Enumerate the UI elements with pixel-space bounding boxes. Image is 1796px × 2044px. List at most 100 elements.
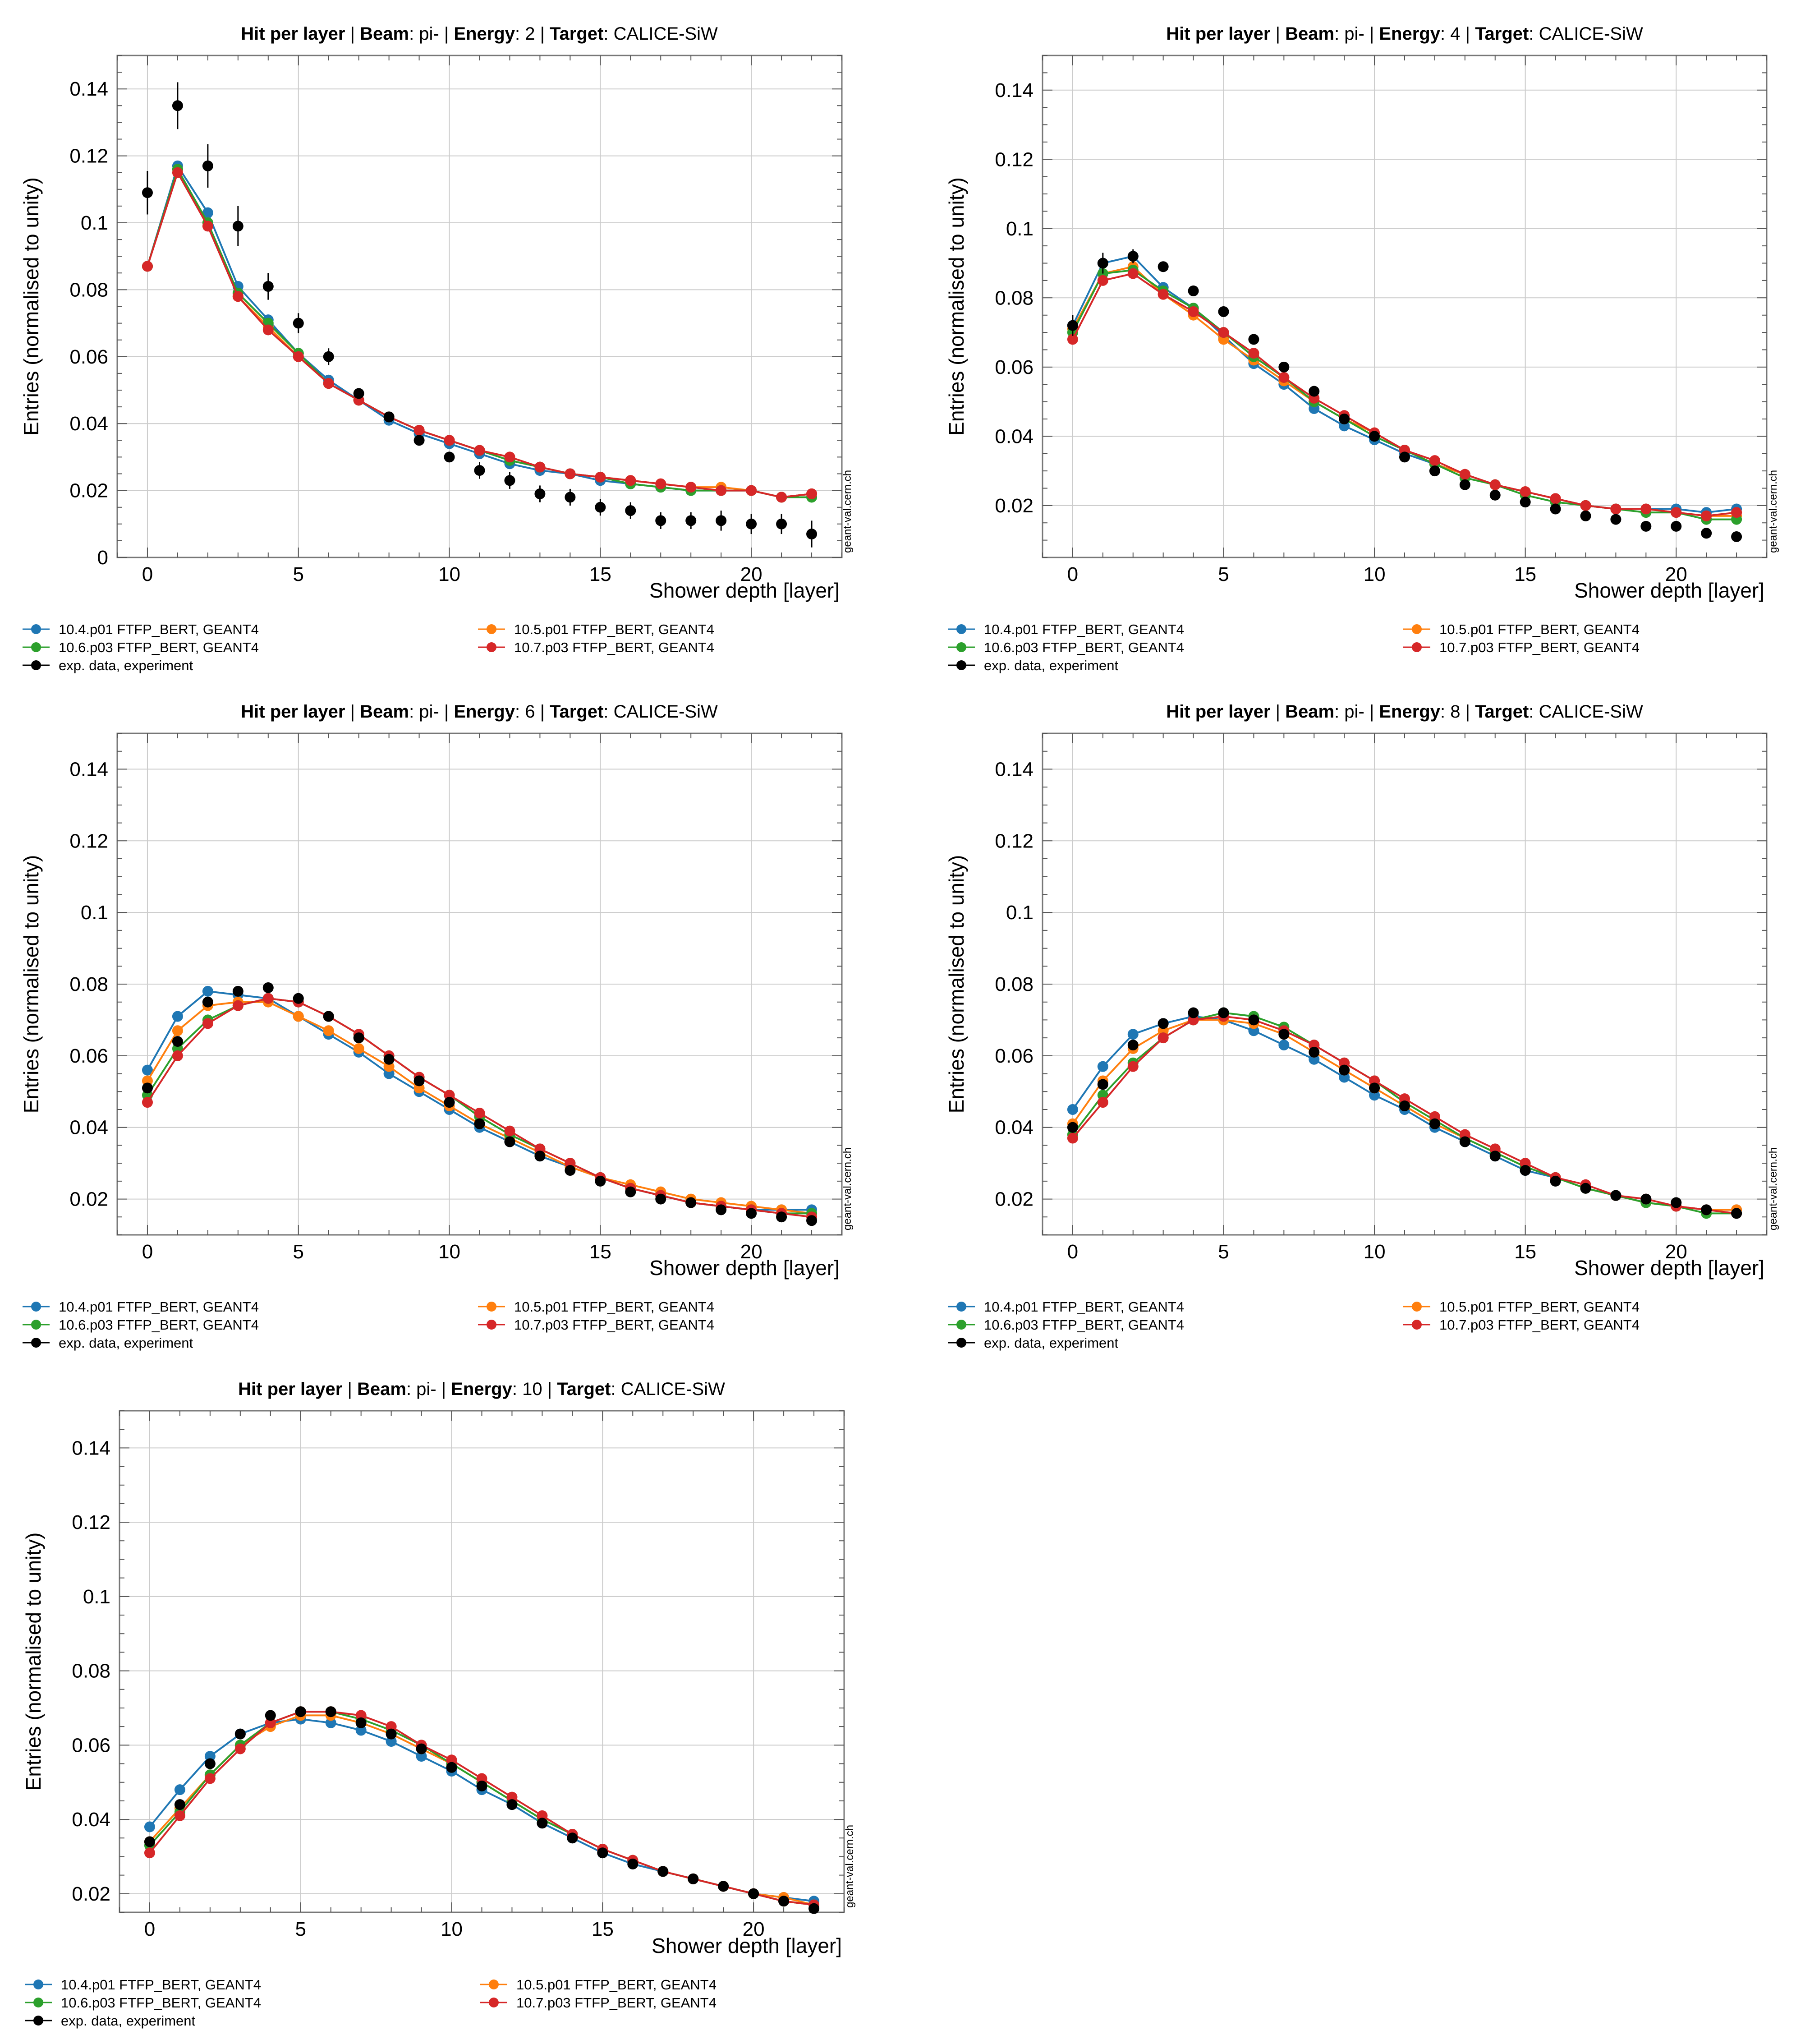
y-tick-label: 0.1 (1006, 218, 1034, 240)
chart-panel-2: Hit per layer | Beam: pi- | Energy: 4 | … (945, 24, 1779, 673)
y-axis-label: Entries (normalised to unity) (19, 177, 43, 436)
legend-item-10-7-p03: 10.7.p03 FTFP_BERT, GEANT4 (1403, 640, 1640, 655)
data-point (355, 1725, 367, 1736)
legend-item-10-4-p01: 10.4.p01 FTFP_BERT, GEANT4 (23, 621, 259, 637)
data-point (172, 1011, 183, 1022)
data-point (1097, 1079, 1108, 1090)
data-point (534, 1151, 546, 1162)
data-point (504, 451, 515, 463)
data-point (1489, 489, 1501, 501)
legend-label: exp. data, experiment (59, 658, 193, 673)
data-point (144, 1847, 155, 1859)
chart-title-key: Energy (1379, 24, 1440, 44)
data-point (625, 505, 636, 516)
legend-item-10-7-p03: 10.7.p03 FTFP_BERT, GEANT4 (478, 1317, 714, 1333)
y-tick-label: 0.12 (995, 830, 1034, 852)
x-tick-label: 20 (1665, 563, 1687, 585)
y-tick-label: 0.02 (995, 1188, 1034, 1211)
y-axis-label: Entries (normalised to unity) (945, 177, 968, 436)
data-point (1671, 1197, 1682, 1208)
y-tick-label: 0.12 (69, 830, 108, 852)
legend-swatch-marker (31, 1338, 41, 1348)
legend: 10.4.p01 FTFP_BERT, GEANT4 10.5.p01 FTFP_… (23, 1299, 714, 1351)
data-point (174, 1799, 185, 1810)
data-point (537, 1818, 548, 1829)
data-point (386, 1721, 397, 1732)
chart-title-value: : 4 | (1440, 24, 1475, 44)
data-point (353, 1043, 364, 1054)
data-point (323, 1011, 334, 1022)
data-point (655, 478, 666, 489)
data-point (323, 378, 334, 389)
data-point (718, 1881, 729, 1892)
legend-label: 10.6.p03 FTFP_BERT, GEANT4 (61, 1995, 261, 2011)
chart-title: Hit per layer | Beam: pi- | Energy: 10 |… (238, 1379, 725, 1399)
data-point (172, 100, 183, 111)
data-point (716, 1204, 727, 1215)
data-point (776, 1211, 787, 1223)
legend: 10.4.p01 FTFP_BERT, GEANT4 10.5.p01 FTFP_… (23, 621, 714, 673)
chart-title-value: | (342, 1379, 357, 1399)
data-point (413, 1075, 425, 1086)
x-tick-label: 10 (1364, 1241, 1386, 1263)
data-point (1640, 503, 1652, 515)
x-tick-label: 5 (295, 1918, 306, 1940)
x-tick-label: 0 (142, 1241, 153, 1263)
data-point (1127, 1029, 1139, 1040)
data-point (142, 1064, 153, 1076)
data-point (413, 425, 425, 436)
y-tick-label: 0.02 (69, 480, 108, 502)
watermark: geant-val.cern.ch (841, 470, 854, 553)
data-point (1097, 1097, 1108, 1108)
data-point (204, 1758, 216, 1769)
data-point (567, 1832, 578, 1844)
data-point (202, 221, 213, 232)
data-point (1580, 500, 1591, 511)
chart-title-key: Energy (451, 1379, 512, 1399)
legend-label: 10.5.p01 FTFP_BERT, GEANT4 (514, 1299, 714, 1315)
chart-title-key: Hit per layer (241, 702, 345, 722)
series-exp (142, 82, 818, 548)
y-tick-label: 0 (97, 547, 108, 569)
plot-frame (119, 1410, 845, 1913)
chart-title-value: : 2 | (515, 24, 550, 44)
data-point (1429, 455, 1440, 466)
data-point (565, 468, 576, 479)
legend-swatch-marker (956, 660, 966, 670)
data-point (1610, 1190, 1621, 1201)
x-tick-label: 15 (589, 563, 611, 585)
legend-swatch-marker (1412, 624, 1422, 634)
data-point (595, 502, 606, 513)
data-point (746, 1208, 757, 1219)
legend-swatch-marker (33, 1980, 43, 1989)
x-tick-label: 10 (438, 1241, 460, 1263)
chart-title-key: Beam (357, 1379, 406, 1399)
data-point (142, 187, 153, 198)
data-point (476, 1780, 487, 1791)
data-point (1731, 1208, 1742, 1219)
data-point (1459, 469, 1470, 480)
data-point (1701, 1204, 1712, 1215)
chart-title-key: Hit per layer (241, 24, 345, 44)
y-axis-label: Entries (normalised to unity) (22, 1533, 45, 1791)
data-point (234, 1728, 246, 1740)
legend-label: 10.6.p03 FTFP_BERT, GEANT4 (984, 1317, 1184, 1333)
y-tick-label: 0.02 (995, 495, 1034, 517)
chart-title-value: | (345, 24, 360, 44)
legend: 10.4.p01 FTFP_BERT, GEANT4 10.5.p01 FTFP_… (25, 1977, 717, 2029)
data-point (1158, 289, 1169, 300)
data-point (776, 518, 787, 529)
series-10-5-p01 (1067, 261, 1742, 521)
data-point (142, 261, 153, 272)
data-point (1218, 306, 1229, 318)
legend-label: exp. data, experiment (984, 658, 1119, 673)
data-point (778, 1896, 790, 1907)
y-tick-label: 0.06 (995, 1045, 1034, 1067)
legend-item-10-4-p01: 10.4.p01 FTFP_BERT, GEANT4 (23, 1299, 259, 1315)
legend-label: 10.7.p03 FTFP_BERT, GEANT4 (1439, 640, 1640, 655)
y-tick-label: 0.08 (72, 1660, 110, 1682)
data-point (1671, 520, 1682, 532)
y-tick-label: 0.02 (72, 1883, 110, 1905)
series-10-7-p03 (142, 167, 818, 503)
legend-item-exp: exp. data, experiment (23, 1335, 193, 1351)
